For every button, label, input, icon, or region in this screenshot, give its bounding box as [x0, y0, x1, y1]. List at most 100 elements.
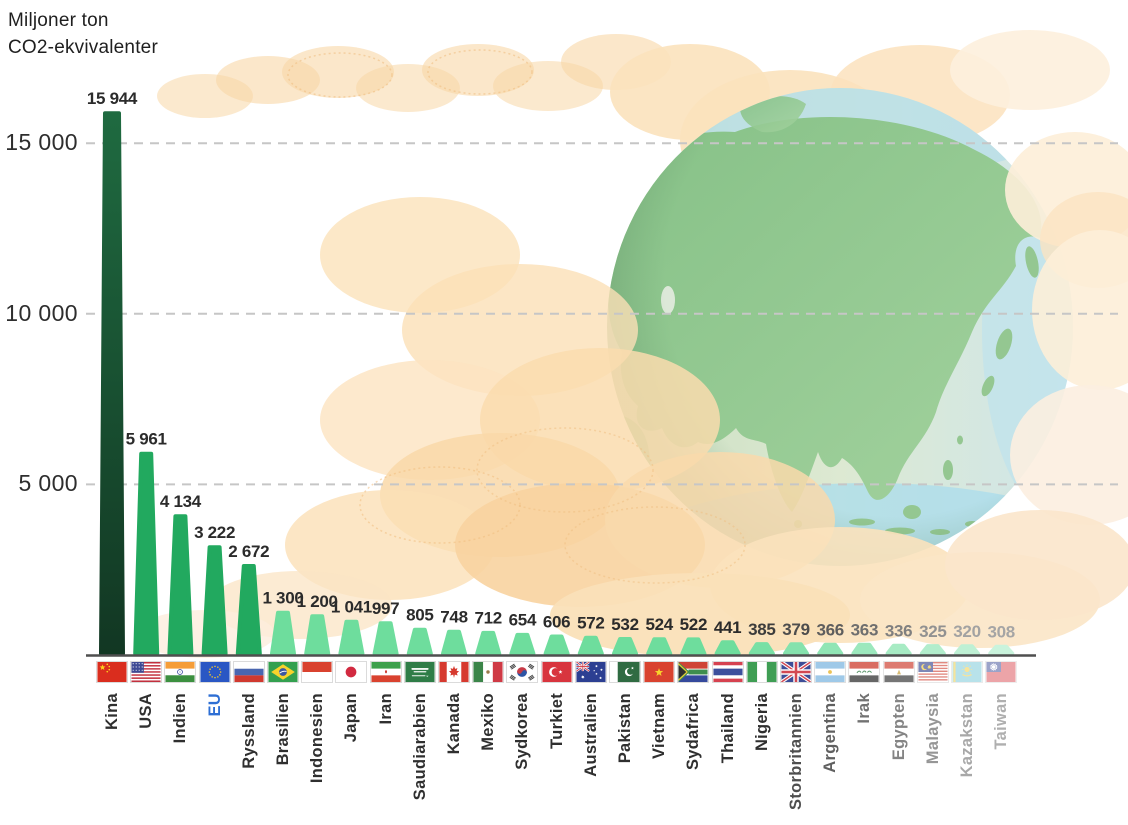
bar-iran[interactable]	[372, 621, 399, 656]
flag-thailand	[711, 661, 744, 683]
bar-usa[interactable]	[133, 451, 160, 656]
country-label-saudiarabien: Saudiarabien	[410, 693, 429, 801]
bar-malaysia[interactable]	[919, 644, 946, 656]
country-label-nigeria: Nigeria	[752, 693, 771, 752]
country-label-indonesien: Indonesien	[308, 693, 327, 784]
bar-nigeria[interactable]	[748, 642, 775, 656]
country-label-kazakstan: Kazakstan	[958, 693, 976, 778]
value-label-vietnam: 524	[645, 615, 673, 634]
value-label-argentina: 366	[816, 621, 843, 640]
bar-vietnam[interactable]	[646, 637, 673, 656]
bar-australien[interactable]	[577, 635, 604, 656]
value-label-indonesien: 1 200	[297, 592, 338, 611]
bar-irak[interactable]	[851, 642, 878, 656]
value-label-mexiko: 712	[474, 609, 501, 628]
bar-thailand[interactable]	[714, 640, 741, 656]
y-tick-15000: 15 000	[5, 129, 78, 156]
bar-mexiko[interactable]	[475, 630, 502, 656]
country-label-egypten: Egypten	[889, 693, 908, 761]
value-label-pakistan: 532	[611, 615, 638, 634]
flag-kazakstan	[951, 661, 983, 683]
bar-kina[interactable]	[99, 111, 125, 656]
value-label-egypten: 336	[885, 622, 912, 641]
flag-brasilien	[267, 661, 299, 683]
flag-pakistan	[609, 661, 641, 683]
bar-pakistan[interactable]	[612, 637, 638, 656]
bar-sydkorea[interactable]	[509, 632, 536, 656]
value-label-indien: 4 134	[160, 492, 202, 511]
value-label-storbritannien: 379	[782, 620, 809, 639]
value-label-iran: 997	[372, 599, 399, 618]
country-label-argentina: Argentina	[821, 693, 840, 773]
flag-storbritannien	[780, 661, 812, 683]
flag-indien	[164, 661, 197, 683]
country-label-sydkorea: Sydkorea	[513, 693, 532, 770]
country-label-turkiet: Turkiet	[547, 693, 566, 749]
flag-argentina	[814, 661, 847, 683]
flag-sydkorea	[506, 661, 539, 683]
country-label-usa: USA	[137, 693, 156, 729]
value-label-japan: 1 041	[331, 598, 372, 617]
value-label-sydafrica: 522	[680, 615, 707, 634]
chart-title-line1: Miljoner ton	[8, 10, 109, 31]
smoke-clouds-front	[135, 132, 1128, 658]
flag-egypten	[882, 661, 915, 683]
bar-argentina[interactable]	[817, 642, 844, 656]
flag-sydafrica	[677, 661, 710, 683]
bar-japan[interactable]	[338, 619, 365, 656]
bar-storbritannien[interactable]	[783, 642, 809, 656]
flag-australien	[574, 661, 607, 683]
country-label-indien: Indien	[171, 693, 190, 744]
value-label-thailand: 441	[714, 618, 741, 637]
country-label-japan: Japan	[342, 693, 361, 743]
country-label-pakistan: Pakistan	[616, 693, 634, 764]
flag-malaysia	[916, 661, 949, 683]
bar-saudiarabien[interactable]	[406, 627, 433, 656]
value-label-taiwan: 308	[987, 623, 1014, 642]
bar-taiwan[interactable]	[988, 644, 1015, 656]
country-label-taiwan: Taiwan	[992, 693, 1011, 750]
bar-turkiet[interactable]	[543, 634, 570, 656]
flag-turkiet	[540, 661, 573, 683]
bar-brasilien[interactable]	[270, 610, 296, 656]
bar-ryssland[interactable]	[235, 564, 262, 656]
country-label-brasilien: Brasilien	[274, 693, 292, 766]
flag-vietnam	[643, 661, 676, 683]
country-label-australien: Australien	[581, 693, 600, 777]
value-label-kazakstan: 320	[953, 622, 980, 641]
bar-indonesien[interactable]	[304, 614, 331, 656]
value-label-saudiarabien: 805	[406, 606, 433, 625]
flag-kina	[96, 661, 128, 683]
country-label-kanada: Kanada	[445, 693, 463, 755]
flag-irak	[848, 661, 881, 683]
value-label-irak: 363	[851, 621, 878, 640]
country-label-storbritannien: Storbritannien	[787, 693, 805, 810]
country-label-iran: Iran	[376, 693, 395, 725]
value-label-usa: 5 961	[126, 430, 167, 449]
bar-sydafrica[interactable]	[680, 637, 707, 656]
value-label-sydkorea: 654	[509, 611, 537, 630]
bar-kanada[interactable]	[441, 629, 467, 656]
value-label-turkiet: 606	[543, 612, 570, 631]
country-label-vietnam: Vietnam	[650, 693, 669, 759]
value-label-ryssland: 2 672	[228, 542, 269, 561]
flag-kanada	[438, 661, 470, 683]
chart-title-line2: CO2-ekvivalenter	[8, 36, 158, 58]
value-label-kanada: 748	[440, 608, 467, 627]
bar-kazakstan[interactable]	[954, 644, 980, 656]
value-label-nigeria: 385	[748, 620, 775, 639]
flag-nigeria	[745, 661, 778, 683]
bar-indien[interactable]	[167, 514, 194, 656]
value-label-brasilien: 1 300	[262, 589, 303, 608]
country-label-thailand: Thailand	[718, 693, 737, 764]
flag-indonesien	[301, 661, 334, 683]
flag-mexiko	[472, 661, 505, 683]
flag-saudiarabien	[403, 661, 436, 683]
country-label-irak: Irak	[855, 693, 874, 724]
bar-eu[interactable]	[201, 545, 228, 656]
bar-egypten[interactable]	[885, 643, 912, 656]
flag-usa	[130, 661, 163, 683]
